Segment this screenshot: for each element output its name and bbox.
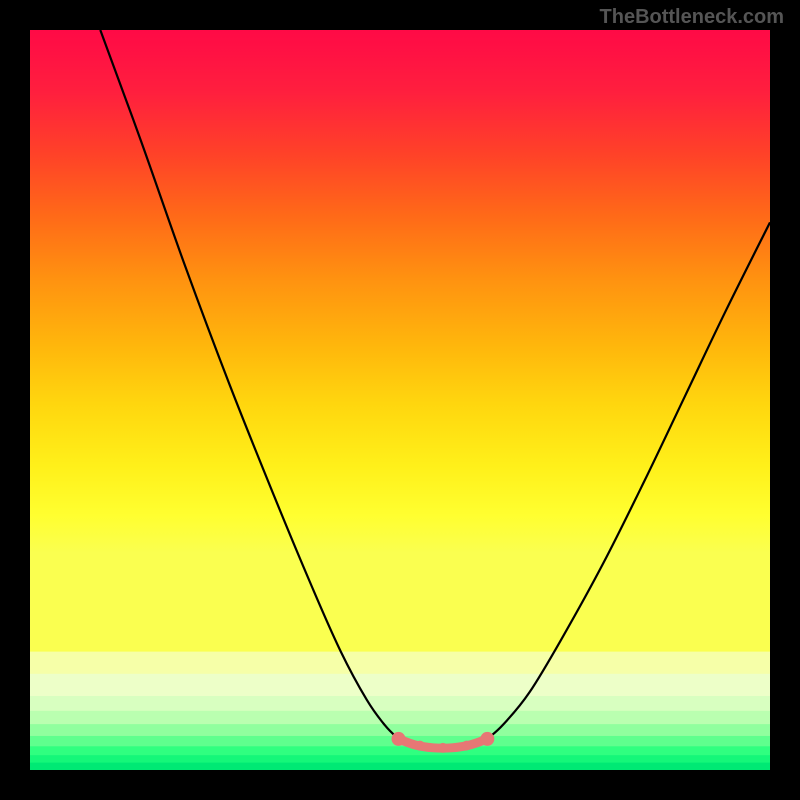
optimal-zone-dot	[392, 732, 406, 746]
optimal-zone-dot	[462, 741, 472, 751]
curve-left-branch	[100, 30, 398, 739]
optimal-zone-dot	[438, 743, 448, 753]
watermark-text: TheBottleneck.com	[600, 6, 784, 29]
plot-area	[30, 30, 770, 770]
optimal-zone-dot	[415, 741, 425, 751]
optimal-zone-dot	[480, 732, 494, 746]
chart-frame: TheBottleneck.com	[0, 0, 800, 800]
curve-right-branch	[487, 222, 770, 739]
curve-layer	[30, 30, 770, 770]
